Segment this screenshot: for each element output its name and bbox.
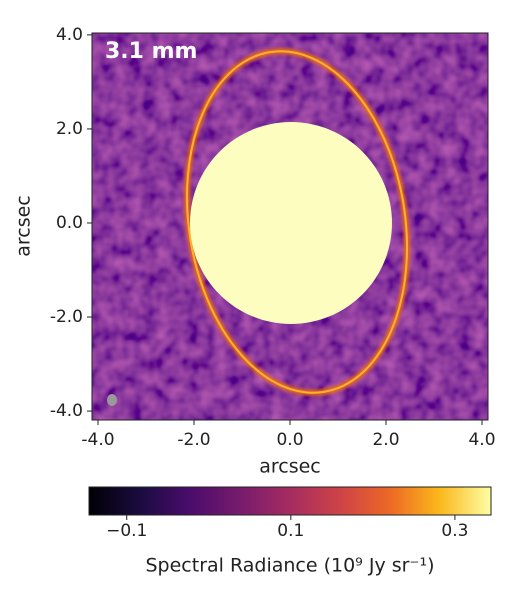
annotation: 3.1 mm <box>105 39 197 64</box>
stellar-disk <box>190 122 392 324</box>
colorbar-tick-label: 0.3 <box>441 521 468 541</box>
x-tick-label: 2.0 <box>372 430 399 450</box>
colorbar <box>88 486 492 516</box>
y-tick-label: 4.0 <box>56 25 83 45</box>
ring-core <box>185 50 409 394</box>
x-tick-label: -4.0 <box>81 430 114 450</box>
beam <box>107 394 117 406</box>
y-tick-label: -4.0 <box>50 401 83 421</box>
colorbar-tick-label: −0.1 <box>106 521 147 541</box>
y-axis-label: arcsec <box>13 195 35 257</box>
y-tick-label: 2.0 <box>56 119 83 139</box>
x-tick-label: 0.0 <box>276 430 303 450</box>
x-tick-label: 4.0 <box>468 430 495 450</box>
x-tick-label: -2.0 <box>177 430 210 450</box>
colorbar-tick-label: 0.1 <box>277 521 304 541</box>
y-tick-label: 0.0 <box>56 213 83 233</box>
x-axis-label: arcsec <box>259 456 321 478</box>
y-tick-label: -2.0 <box>50 307 83 327</box>
colorbar-label: Spectral Radiance (10⁹ Jy sr⁻¹) <box>145 555 434 577</box>
image <box>92 33 488 420</box>
